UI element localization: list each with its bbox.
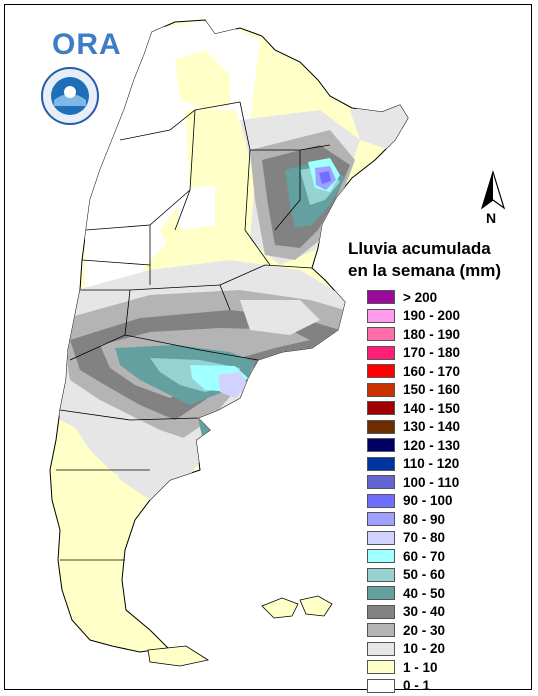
legend-item: 170 - 180 bbox=[367, 344, 460, 363]
legend-item: 100 - 110 bbox=[367, 473, 460, 492]
legend-label: 80 - 90 bbox=[403, 511, 446, 527]
legend-label: 1 - 10 bbox=[403, 659, 438, 675]
legend-swatch bbox=[367, 604, 395, 619]
legend-swatch bbox=[367, 623, 395, 638]
zone-1-10-jujuy bbox=[175, 50, 230, 110]
legend-item: 10 - 20 bbox=[367, 640, 460, 659]
legend-item: 130 - 140 bbox=[367, 418, 460, 437]
north-arrow-icon bbox=[480, 170, 506, 210]
legend-swatch bbox=[367, 493, 395, 508]
logo-text: ORA bbox=[52, 28, 122, 61]
legend-swatch bbox=[367, 438, 395, 453]
legend-label: 60 - 70 bbox=[403, 548, 446, 564]
legend-label: 50 - 60 bbox=[403, 567, 446, 583]
legend-swatch bbox=[367, 678, 395, 693]
legend-label: 20 - 30 bbox=[403, 622, 446, 638]
legend-item: > 200 bbox=[367, 288, 460, 307]
legend-swatch bbox=[367, 382, 395, 397]
legend-label: 140 - 150 bbox=[403, 400, 461, 416]
zone-70-80 bbox=[218, 372, 248, 398]
legend-swatch bbox=[367, 567, 395, 582]
province-boundaries bbox=[56, 101, 331, 561]
legend-label: > 200 bbox=[403, 289, 438, 305]
zone-90-100 bbox=[319, 171, 331, 184]
legend-label: 160 - 170 bbox=[403, 363, 461, 379]
tierra-del-fuego bbox=[147, 645, 210, 667]
legend-label: 180 - 190 bbox=[403, 326, 461, 342]
legend-swatch bbox=[367, 327, 395, 342]
legend-swatch bbox=[367, 456, 395, 471]
zone-0-1-cordoba bbox=[175, 185, 215, 230]
legend-title: Lluvia acumulada en la semana (mm) bbox=[348, 238, 501, 282]
legend-item: 0 - 1 bbox=[367, 677, 460, 696]
legend-label: 90 - 100 bbox=[403, 493, 453, 509]
legend-item: 60 - 70 bbox=[367, 547, 460, 566]
legend-item: 190 - 200 bbox=[367, 307, 460, 326]
legend-swatch bbox=[367, 308, 395, 323]
legend-item: 120 - 130 bbox=[367, 436, 460, 455]
legend-label: 70 - 80 bbox=[403, 530, 446, 546]
legend-swatch bbox=[367, 419, 395, 434]
zone-10-20-inner bbox=[240, 300, 320, 335]
legend-item: 160 - 170 bbox=[367, 362, 460, 381]
legend-item: 40 - 50 bbox=[367, 584, 460, 603]
legend-item: 150 - 160 bbox=[367, 381, 460, 400]
legend-label: 30 - 40 bbox=[403, 604, 446, 620]
legend-label: 170 - 180 bbox=[403, 345, 461, 361]
legend-item: 110 - 120 bbox=[367, 455, 460, 474]
legend-title-line2: en la semana (mm) bbox=[348, 261, 502, 280]
malvinas-islands bbox=[261, 595, 333, 619]
legend-label: 150 - 160 bbox=[403, 382, 461, 398]
legend-swatch bbox=[367, 660, 395, 675]
rainfall-zones bbox=[50, 20, 408, 500]
legend-label: 40 - 50 bbox=[403, 585, 446, 601]
legend-swatch bbox=[367, 364, 395, 379]
legend-label: 0 - 1 bbox=[403, 678, 431, 694]
legend-swatch bbox=[367, 290, 395, 305]
legend-item: 70 - 80 bbox=[367, 529, 460, 548]
legend-item: 1 - 10 bbox=[367, 658, 460, 677]
legend: > 200 190 - 200 180 - 190 170 - 180 160 - 17… bbox=[367, 288, 460, 695]
legend-swatch bbox=[367, 586, 395, 601]
legend-item: 180 - 190 bbox=[367, 325, 460, 344]
legend-swatch bbox=[367, 345, 395, 360]
legend-item: 90 - 100 bbox=[367, 492, 460, 511]
legend-label: 120 - 130 bbox=[403, 437, 461, 453]
legend-item: 20 - 30 bbox=[367, 621, 460, 640]
legend-swatch bbox=[367, 512, 395, 527]
legend-label: 130 - 140 bbox=[403, 419, 461, 435]
legend-item: 30 - 40 bbox=[367, 603, 460, 622]
legend-title-line1: Lluvia acumulada bbox=[348, 239, 491, 258]
legend-item: 140 - 150 bbox=[367, 399, 460, 418]
legend-label: 190 - 200 bbox=[403, 308, 461, 324]
institution-seal-icon bbox=[41, 67, 99, 125]
legend-item: 50 - 60 bbox=[367, 566, 460, 585]
legend-item: 80 - 90 bbox=[367, 510, 460, 529]
north-label: N bbox=[486, 210, 497, 226]
zone-10-20-patagonia bbox=[70, 420, 190, 490]
legend-swatch bbox=[367, 530, 395, 545]
ora-logo: ORA bbox=[52, 28, 122, 62]
legend-swatch bbox=[367, 401, 395, 416]
legend-label: 110 - 120 bbox=[403, 456, 460, 472]
legend-swatch bbox=[367, 641, 395, 656]
legend-label: 100 - 110 bbox=[403, 474, 460, 490]
legend-swatch bbox=[367, 475, 395, 490]
legend-label: 10 - 20 bbox=[403, 641, 446, 657]
legend-swatch bbox=[367, 549, 395, 564]
